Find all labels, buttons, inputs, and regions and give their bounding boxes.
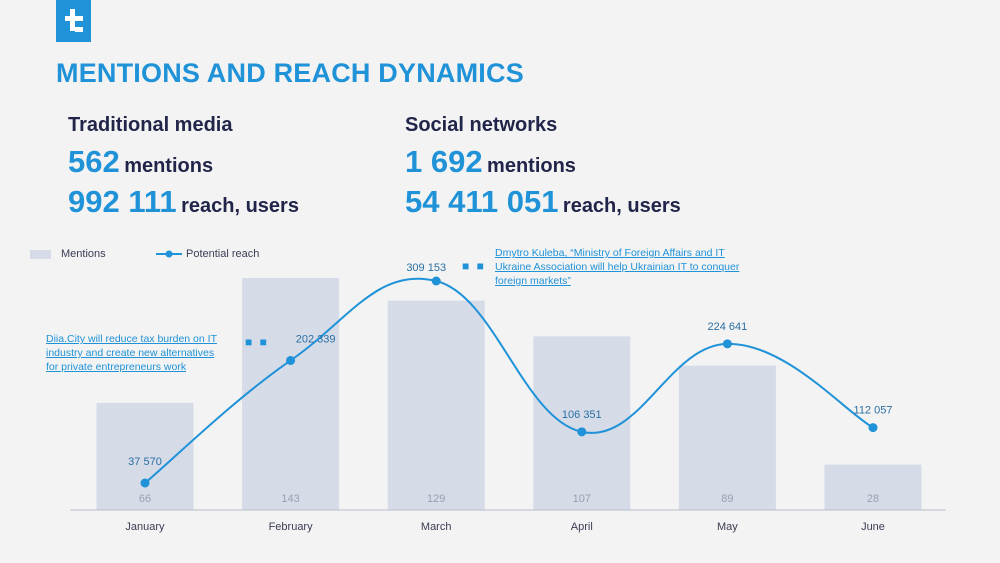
annotation-kuleba-line-1: Dmytro Kuleba, “Ministry of Foreign Affa… bbox=[495, 247, 725, 259]
social-networks-heading: Social networks bbox=[405, 114, 558, 136]
legend-reach-line bbox=[156, 250, 182, 258]
annotation-kuleba-marker: ■ ■ bbox=[462, 259, 486, 273]
x-tick-june: June bbox=[861, 521, 885, 533]
reach-point-may bbox=[722, 339, 732, 349]
bar-label-june: 28 bbox=[867, 493, 879, 505]
bar-label-march: 129 bbox=[427, 493, 445, 505]
reach-point-february bbox=[286, 355, 296, 365]
social-networks-stats: Social networks 1 692 mentions 54 411 05… bbox=[405, 114, 681, 224]
annotation-kuleba[interactable]: Dmytro Kuleba, “Ministry of Foreign Affa… bbox=[495, 246, 785, 288]
reach-label-january: 37 570 bbox=[128, 456, 162, 468]
x-tick-april: April bbox=[571, 521, 593, 533]
traditional-reach: 992 111 reach, users bbox=[68, 184, 299, 224]
reach-label-april: 106 351 bbox=[562, 409, 602, 421]
social-reach-value: 54 411 051 bbox=[405, 184, 559, 219]
traditional-mentions-value: 562 bbox=[68, 144, 120, 179]
annotation-kuleba-line-2: Ukraine Association will help Ukrainian … bbox=[495, 261, 740, 273]
traditional-mentions: 562 mentions bbox=[68, 144, 299, 184]
bar-label-may: 89 bbox=[721, 493, 733, 505]
annotation-diia-line-3: for private entrepreneurs work bbox=[46, 361, 187, 373]
reach-label-may: 224 641 bbox=[708, 321, 748, 333]
bar-label-january: 66 bbox=[139, 493, 151, 505]
annotation-diia-line-2: industry and create new alternatives bbox=[46, 347, 215, 359]
legend-reach: Potential reach bbox=[156, 248, 259, 260]
brand-logo bbox=[56, 0, 91, 42]
reach-label-march: 309 153 bbox=[406, 262, 446, 274]
reach-label-june: 112 057 bbox=[854, 405, 893, 417]
legend-mentions-swatch bbox=[30, 249, 51, 259]
reach-label-february: 202 339 bbox=[296, 333, 336, 345]
x-tick-march: March bbox=[421, 521, 452, 533]
bar-label-april: 107 bbox=[573, 493, 591, 505]
annotation-kuleba-line-3: foreign markets” bbox=[495, 275, 571, 287]
bar-label-february: 143 bbox=[281, 493, 299, 505]
reach-point-january bbox=[140, 478, 150, 488]
social-reach-unit: reach, users bbox=[562, 195, 681, 217]
reach-point-april bbox=[577, 427, 587, 437]
bar-may bbox=[678, 365, 776, 510]
traditional-media-stats: Traditional media 562 mentions 992 111 r… bbox=[68, 114, 299, 224]
social-mentions-value: 1 692 bbox=[405, 144, 483, 179]
bar-february bbox=[242, 278, 340, 510]
reach-line bbox=[144, 277, 874, 484]
traditional-media-heading: Traditional media bbox=[68, 114, 233, 136]
annotation-diia-city[interactable]: Diia.City will reduce tax burden on IT i… bbox=[46, 332, 246, 374]
x-tick-may: May bbox=[717, 521, 738, 533]
traditional-reach-unit: reach, users bbox=[181, 195, 299, 217]
bar-march bbox=[387, 300, 485, 510]
legend-mentions: Mentions bbox=[30, 248, 106, 260]
bar-june bbox=[824, 464, 922, 510]
bar-april bbox=[533, 336, 631, 510]
traditional-reach-value: 992 111 bbox=[68, 184, 177, 219]
legend-reach-label: Potential reach bbox=[186, 248, 260, 260]
legend-mentions-label: Mentions bbox=[61, 248, 106, 260]
reach-point-march bbox=[431, 276, 441, 286]
brand-logo-icon bbox=[65, 9, 83, 32]
social-mentions-unit: mentions bbox=[487, 155, 576, 177]
traditional-mentions-unit: mentions bbox=[124, 155, 214, 177]
reach-point-june bbox=[868, 423, 878, 433]
annotation-diia-line-1: Diia.City will reduce tax burden on IT bbox=[46, 333, 217, 345]
social-mentions: 1 692 mentions bbox=[405, 144, 681, 184]
annotation-diia-marker: ■ ■ bbox=[245, 335, 269, 349]
bar-january bbox=[96, 402, 194, 510]
page-title: MENTIONS AND REACH DYNAMICS bbox=[56, 58, 524, 88]
x-tick-february: February bbox=[269, 521, 314, 533]
social-reach: 54 411 051 reach, users bbox=[405, 184, 681, 224]
x-tick-january: January bbox=[125, 521, 165, 533]
